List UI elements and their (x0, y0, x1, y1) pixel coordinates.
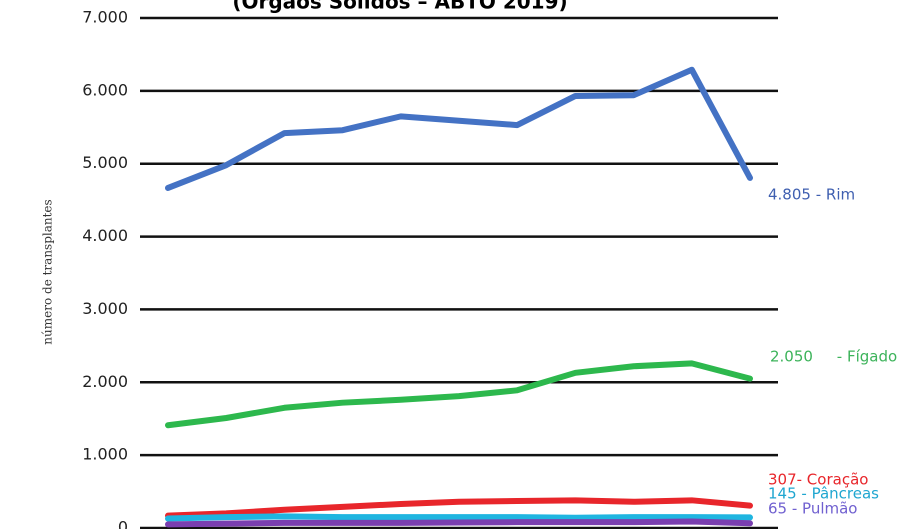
annotation: 2.050 - Fígado (770, 348, 897, 366)
grid (140, 16, 778, 529)
y-tick-label: 0 (118, 518, 128, 529)
series-line (165, 518, 753, 528)
series-line (165, 497, 753, 519)
y-axis-label: número de transplantes (41, 199, 55, 344)
series-line (165, 66, 753, 191)
lines (165, 66, 753, 528)
series-line (165, 360, 753, 429)
y-tick-label: 2.000 (82, 372, 128, 391)
y-tick-label: 3.000 (82, 299, 128, 318)
annotation: 145 - Pâncreas (768, 485, 879, 503)
y-tick-label: 7.000 (82, 8, 128, 27)
chart-title: (Órgãos Sólidos – ABTO 2019) (232, 0, 567, 14)
series-line (165, 513, 753, 522)
annotation: 4.805 - Rim (768, 186, 855, 204)
y-tick-label: 4.000 (82, 226, 128, 245)
title-bg (225, 0, 575, 14)
annotation: 65 - Pulmão (768, 500, 857, 518)
annotation: 307- Coração (768, 471, 868, 489)
y-tick-label: 1.000 (82, 445, 128, 464)
y-tick-label: 5.000 (82, 153, 128, 172)
y-tick-label: 6.000 (82, 80, 128, 99)
